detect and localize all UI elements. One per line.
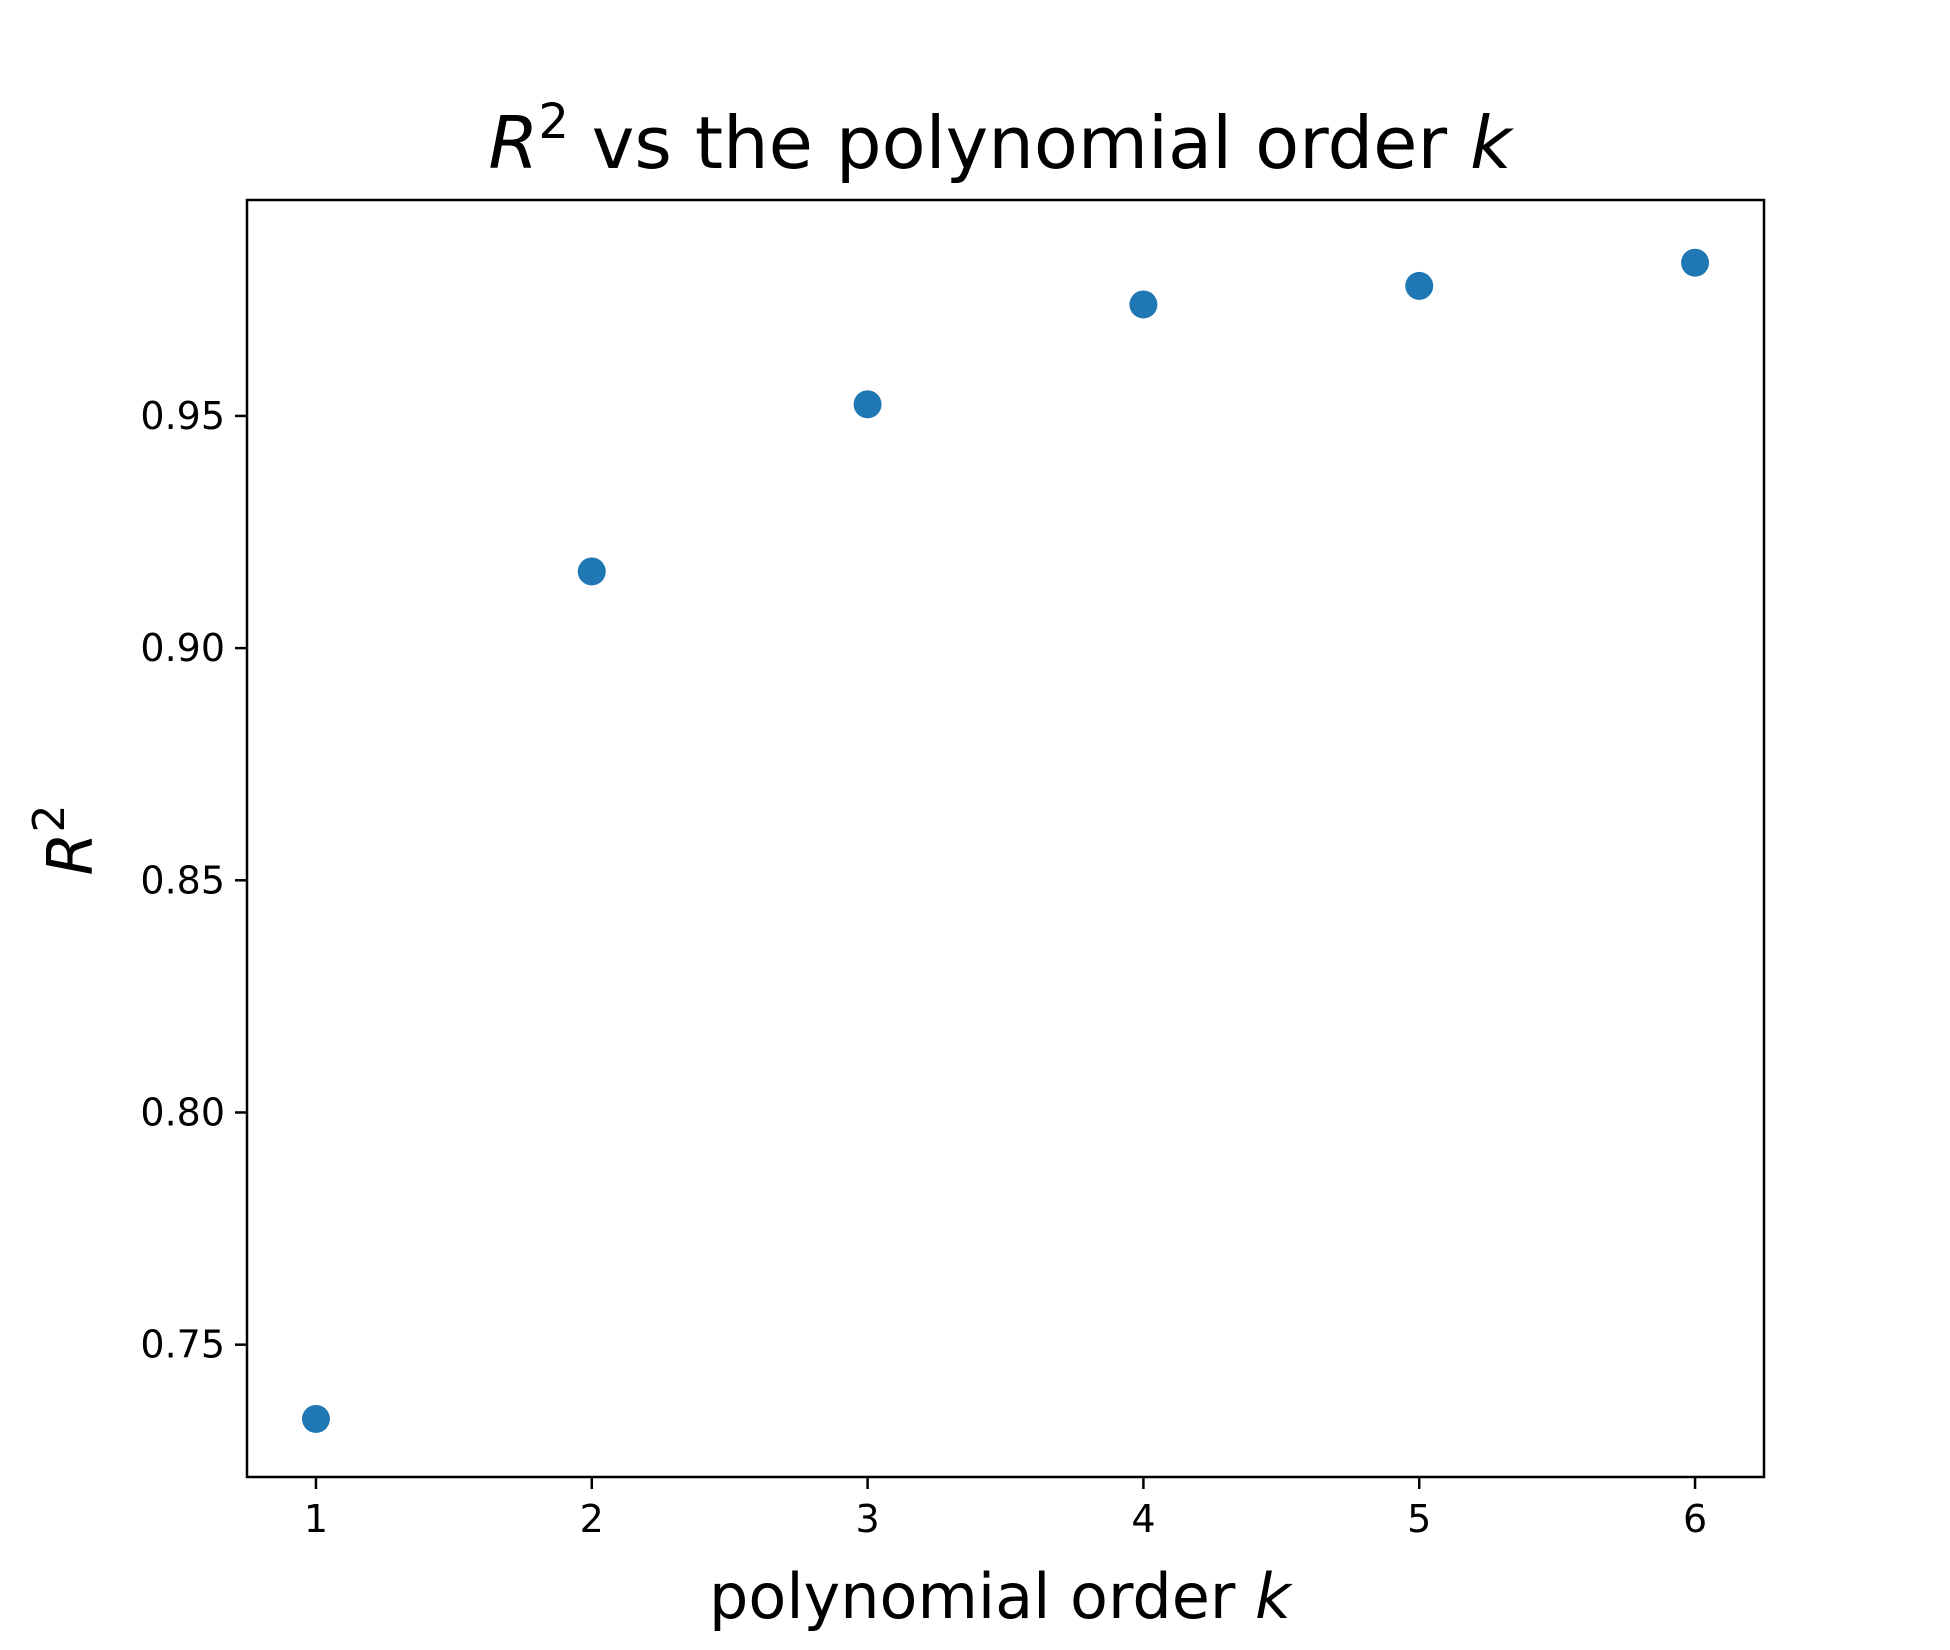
plot-frame bbox=[245, 198, 1766, 1479]
x-axis-label-var: k bbox=[1255, 1560, 1293, 1633]
chart-title-superscript: 2 bbox=[538, 94, 569, 150]
y-axis-label-superscript: 2 bbox=[24, 804, 75, 832]
scatter-point bbox=[577, 557, 606, 586]
chart-title-var: k bbox=[1470, 101, 1515, 185]
y-axis-label: R2 bbox=[24, 804, 107, 875]
x-axis-ticks: 1 2 3 4 5 6 bbox=[304, 1477, 1707, 1541]
y-tick-label: 0.90 bbox=[140, 626, 225, 670]
x-tick-label: 1 bbox=[304, 1497, 328, 1541]
y-axis-ticks: 0.75 0.80 0.85 0.90 0.95 bbox=[140, 394, 247, 1367]
scatter-point bbox=[1405, 271, 1434, 300]
scatter-point bbox=[301, 1404, 330, 1433]
x-tick-label: 2 bbox=[580, 1497, 604, 1541]
x-axis-label: polynomial order k bbox=[709, 1560, 1293, 1633]
x-tick-label: 3 bbox=[855, 1497, 879, 1541]
chart-title-middle: vs the polynomial order bbox=[569, 101, 1470, 185]
y-tick-label: 0.80 bbox=[140, 1090, 225, 1134]
y-tick-label: 0.85 bbox=[140, 858, 225, 902]
y-tick-label: 0.75 bbox=[140, 1323, 225, 1367]
x-tick-label: 4 bbox=[1131, 1497, 1155, 1541]
x-tick-label: 5 bbox=[1407, 1497, 1431, 1541]
x-tick-label: 6 bbox=[1683, 1497, 1707, 1541]
y-axis-label-main: R bbox=[34, 832, 107, 875]
scatter-point bbox=[1681, 248, 1710, 277]
scatter-point bbox=[1129, 290, 1158, 319]
chart-title-main: R bbox=[488, 101, 538, 185]
y-tick-label: 0.95 bbox=[140, 394, 225, 438]
scatter-points bbox=[301, 248, 1710, 1433]
x-axis-label-text: polynomial order bbox=[709, 1560, 1255, 1633]
scatter-point bbox=[853, 390, 882, 419]
chart-title: R2 vs the polynomial order k bbox=[488, 94, 1515, 185]
